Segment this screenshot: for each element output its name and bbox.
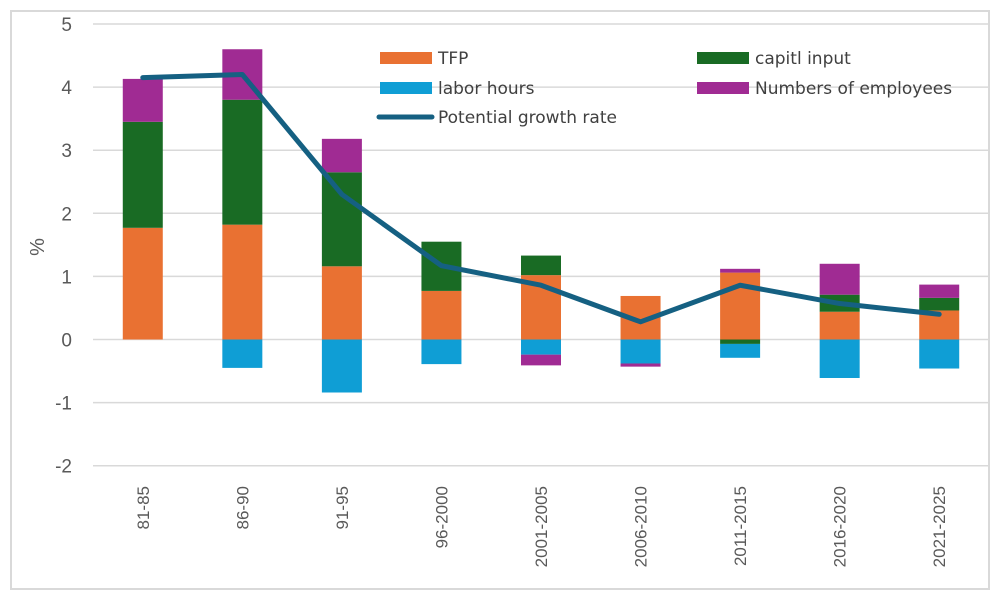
x-tick-label: 86-90 [233, 486, 252, 529]
bar-segment-labor-hours [222, 339, 263, 368]
y-tick-label: 4 [61, 78, 72, 99]
x-tick-label: 96-2000 [432, 486, 451, 548]
bar-segment-capitl-input [720, 339, 761, 344]
x-axis-ticks: 81-85 86-90 91-95 96-2000 2001-2005 2006-2010… [134, 486, 949, 567]
bar-segment-capitl-input [521, 255, 561, 276]
bar-segment-tfp [321, 266, 362, 340]
x-tick-label: 2001-2005 [532, 486, 551, 567]
bar-segment-labor-hours [421, 339, 462, 365]
x-tick-label: 91-95 [333, 486, 352, 529]
legend-label-employees: Numbers of employees [755, 79, 952, 99]
x-tick-label: 81-85 [134, 486, 153, 529]
y-axis-label: % [27, 238, 49, 256]
bar-segment-numbers-of-employees [819, 263, 860, 295]
x-tick-label: 2011-2015 [731, 486, 750, 566]
legend-label-tfp: TFP [437, 49, 468, 69]
bar-segment-labor-hours [321, 339, 362, 393]
line-series [140, 71, 942, 325]
y-tick-label: 2 [61, 204, 72, 225]
bar-segment-numbers-of-employees [122, 78, 163, 122]
bar-segment-tfp [720, 272, 761, 340]
bar-segment-labor-hours [819, 339, 860, 378]
legend-swatch-capital-input [697, 52, 749, 64]
legend-label-labor-hours: labor hours [438, 79, 535, 99]
y-tick-label: 5 [61, 15, 72, 36]
bar-segment-numbers-of-employees [620, 363, 661, 367]
bar-segment-tfp [222, 224, 263, 340]
bar-segment-labor-hours [521, 339, 561, 355]
bar-segment-numbers-of-employees [321, 138, 362, 173]
bar-segment-labor-hours [620, 339, 661, 364]
y-axis-ticks: 5 4 3 2 1 0 -1 -2 [55, 15, 72, 478]
y-tick-label: 3 [61, 141, 72, 162]
y-tick-label: 1 [61, 267, 72, 288]
y-tick-label: -1 [55, 394, 72, 415]
legend-swatch-employees [697, 82, 749, 94]
legend-swatch-tfp [380, 52, 432, 64]
bar-segment-capitl-input [919, 297, 960, 311]
bar-segment-numbers-of-employees [919, 284, 960, 298]
legend: TFP capitl input labor hours Numbers of … [376, 49, 952, 128]
bar-segment-numbers-of-employees [521, 354, 561, 366]
legend-label-capital-input: capitl input [755, 49, 851, 69]
bar-segment-capitl-input [321, 172, 362, 267]
y-tick-label: -2 [55, 457, 72, 478]
bar-segment-capitl-input [122, 121, 163, 228]
x-tick-label: 2016-2020 [831, 486, 850, 567]
bar-segment-numbers-of-employees [720, 268, 761, 273]
bar-segment-capitl-input [222, 99, 263, 225]
bar-segment-labor-hours [919, 339, 960, 369]
bar-segment-tfp [421, 290, 462, 340]
legend-label-potential-growth: Potential growth rate [438, 108, 617, 128]
bar-segment-labor-hours [720, 343, 761, 358]
bars [122, 49, 960, 393]
y-tick-label: 0 [61, 331, 72, 352]
bar-segment-tfp [819, 311, 860, 340]
legend-swatch-labor-hours [380, 82, 432, 94]
x-tick-label: 2021-2025 [930, 486, 949, 567]
x-tick-label: 2006-2010 [632, 486, 651, 567]
bar-segment-tfp [122, 227, 163, 340]
